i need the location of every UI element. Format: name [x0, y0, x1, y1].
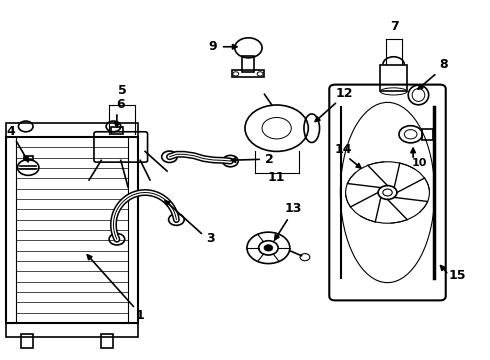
- Bar: [24, 156, 32, 160]
- Circle shape: [162, 151, 177, 162]
- Circle shape: [169, 214, 184, 225]
- Text: 13: 13: [285, 202, 302, 215]
- Text: 14: 14: [335, 143, 352, 156]
- Circle shape: [222, 156, 238, 167]
- Text: 1: 1: [136, 309, 145, 322]
- Text: 8: 8: [440, 58, 448, 71]
- Circle shape: [264, 245, 273, 251]
- Circle shape: [383, 189, 392, 196]
- Bar: [6, 137, 138, 323]
- Bar: [6, 323, 138, 337]
- Bar: [422, 129, 433, 140]
- Text: 5: 5: [118, 84, 126, 97]
- Text: 7: 7: [390, 20, 398, 33]
- Text: 10: 10: [412, 158, 427, 168]
- Text: 11: 11: [268, 171, 285, 184]
- Bar: [6, 123, 138, 137]
- Text: 9: 9: [208, 40, 217, 53]
- Bar: [242, 56, 254, 72]
- Circle shape: [109, 234, 124, 245]
- Text: 6: 6: [117, 98, 125, 111]
- Bar: [232, 70, 264, 77]
- Text: 4: 4: [7, 125, 16, 138]
- Bar: [111, 127, 122, 134]
- Text: 15: 15: [449, 269, 466, 282]
- Bar: [380, 64, 407, 91]
- Bar: [21, 334, 33, 348]
- Bar: [101, 334, 114, 348]
- Text: 12: 12: [335, 87, 353, 100]
- Text: 3: 3: [207, 233, 215, 246]
- Text: 2: 2: [265, 153, 274, 166]
